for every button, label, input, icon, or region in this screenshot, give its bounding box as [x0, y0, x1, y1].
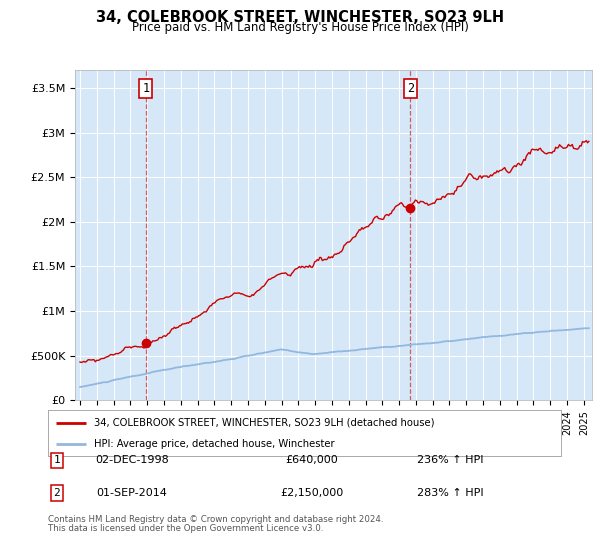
Text: 2: 2	[407, 82, 414, 95]
Text: £640,000: £640,000	[286, 455, 338, 465]
Text: 1: 1	[53, 455, 61, 465]
Text: This data is licensed under the Open Government Licence v3.0.: This data is licensed under the Open Gov…	[48, 524, 323, 533]
Text: 34, COLEBROOK STREET, WINCHESTER, SO23 9LH: 34, COLEBROOK STREET, WINCHESTER, SO23 9…	[96, 10, 504, 25]
Text: £2,150,000: £2,150,000	[280, 488, 344, 498]
Text: 02-DEC-1998: 02-DEC-1998	[95, 455, 169, 465]
Text: 34, COLEBROOK STREET, WINCHESTER, SO23 9LH (detached house): 34, COLEBROOK STREET, WINCHESTER, SO23 9…	[94, 418, 434, 428]
Text: 283% ↑ HPI: 283% ↑ HPI	[416, 488, 484, 498]
Text: HPI: Average price, detached house, Winchester: HPI: Average price, detached house, Winc…	[94, 439, 335, 449]
Text: 01-SEP-2014: 01-SEP-2014	[97, 488, 167, 498]
Text: Contains HM Land Registry data © Crown copyright and database right 2024.: Contains HM Land Registry data © Crown c…	[48, 515, 383, 524]
Text: 1: 1	[142, 82, 149, 95]
Text: 2: 2	[53, 488, 61, 498]
Text: 236% ↑ HPI: 236% ↑ HPI	[417, 455, 483, 465]
Text: Price paid vs. HM Land Registry's House Price Index (HPI): Price paid vs. HM Land Registry's House …	[131, 21, 469, 34]
